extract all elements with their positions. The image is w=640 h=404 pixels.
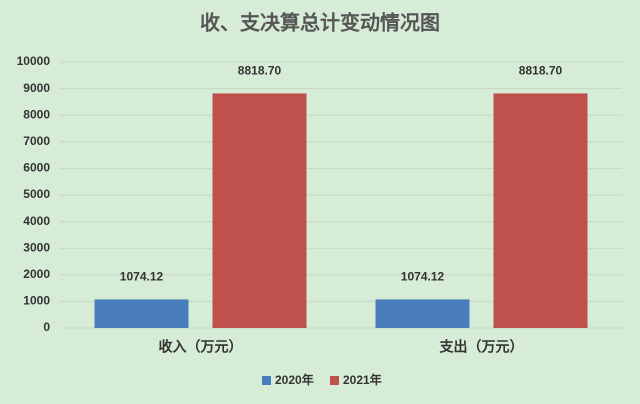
y-tick-label: 6000: [23, 161, 50, 175]
y-tick-label: 5000: [23, 187, 50, 201]
y-tick-label: 8000: [23, 107, 50, 121]
y-tick-label: 10000: [17, 54, 51, 68]
value-label: 1074.12: [120, 270, 164, 284]
value-label: 1074.12: [401, 270, 445, 284]
bar: [493, 93, 588, 328]
x-tick-label: 支出（万元）: [439, 339, 524, 355]
legend-swatch: [262, 376, 271, 385]
legend-swatch: [330, 376, 339, 385]
x-tick-label: 收入（万元）: [159, 339, 243, 355]
y-tick-label: 3000: [23, 240, 50, 254]
y-tick-label: 9000: [23, 81, 50, 95]
y-tick-label: 2000: [23, 267, 50, 281]
chart-title: 收、支决算总计变动情况图: [200, 10, 440, 34]
y-tick-label: 4000: [23, 214, 50, 228]
value-label: 8818.70: [238, 64, 282, 78]
bar: [375, 299, 470, 328]
legend-label: 2020年: [275, 372, 314, 387]
bar: [94, 299, 189, 328]
bar: [212, 93, 307, 328]
y-tick-label: 0: [43, 320, 50, 334]
y-tick-label: 7000: [23, 134, 50, 148]
value-label: 8818.70: [519, 64, 563, 78]
y-tick-label: 1000: [23, 294, 50, 308]
legend-label: 2021年: [343, 372, 382, 387]
